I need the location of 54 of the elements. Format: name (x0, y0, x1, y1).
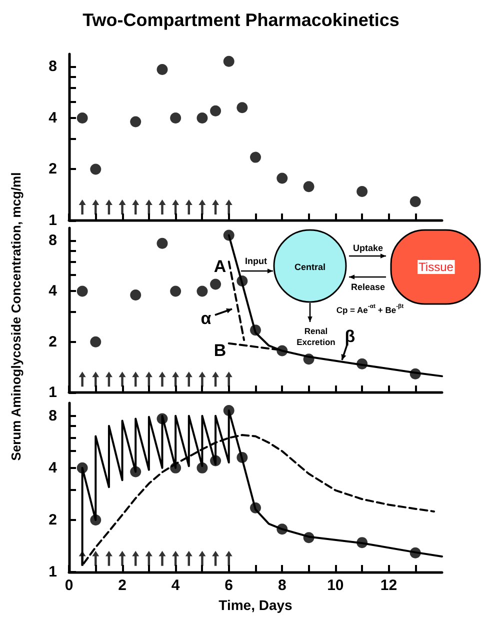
annotation: α (200, 308, 212, 328)
x-axis-title: Time, Days (218, 596, 293, 613)
point (130, 289, 142, 300)
point (210, 278, 222, 290)
point (196, 112, 208, 124)
x-tick-label: 0 (64, 577, 74, 594)
annotation: Renal Excretion (296, 326, 336, 347)
annotation: B (214, 340, 226, 360)
y-tick-label: 4 (48, 109, 58, 126)
point (170, 286, 182, 297)
point (76, 286, 88, 297)
point (303, 181, 314, 192)
point (76, 112, 88, 124)
annotation: Tissue (418, 260, 454, 274)
point (223, 56, 234, 67)
point (236, 102, 248, 114)
y-tick-label: 8 (48, 58, 57, 76)
y-tick-label: 2 (48, 511, 57, 528)
y-axis-title: Serum Aminoglycoside Concentration, mcg/ml (8, 172, 24, 461)
y-tick-label: 2 (48, 333, 57, 350)
point (170, 112, 182, 124)
point (250, 152, 261, 163)
point (90, 164, 102, 175)
point (410, 196, 421, 208)
point (210, 105, 222, 116)
y-tick-label: 4 (48, 282, 58, 300)
annotation: Input (245, 256, 267, 266)
x-tick-label: 12 (380, 577, 398, 594)
point (276, 172, 288, 184)
y-tick-label: 4 (48, 459, 58, 476)
x-tick-label: 2 (118, 577, 126, 594)
point (196, 286, 208, 297)
annotation: Release (350, 282, 386, 292)
y-tick-label: 1 (48, 212, 57, 229)
point (90, 336, 102, 348)
x-tick-label: 8 (278, 577, 286, 594)
y-tick-label: 8 (48, 407, 57, 424)
annotation: Uptake (352, 243, 384, 253)
y-tick-label: 2 (48, 160, 57, 178)
point (156, 64, 168, 76)
point (356, 186, 368, 197)
y-tick-label: 8 (48, 232, 57, 250)
annotation: Cp = Ae$^{-αt}$ + Be$^{-βt}$ (336, 303, 404, 315)
x-tick-label: 6 (224, 577, 234, 594)
y-tick-label: 1 (48, 564, 57, 580)
chart-title: Two-Compartment Pharmacokinetics (82, 10, 400, 30)
annotation: Central (294, 262, 326, 272)
y-tick-label: 1 (48, 384, 57, 401)
annotation: β (344, 326, 356, 346)
x-tick-label: 10 (327, 577, 344, 594)
annotation: A (214, 256, 226, 276)
point (130, 116, 142, 128)
x-tick-label: 4 (171, 577, 180, 594)
point (156, 238, 168, 249)
